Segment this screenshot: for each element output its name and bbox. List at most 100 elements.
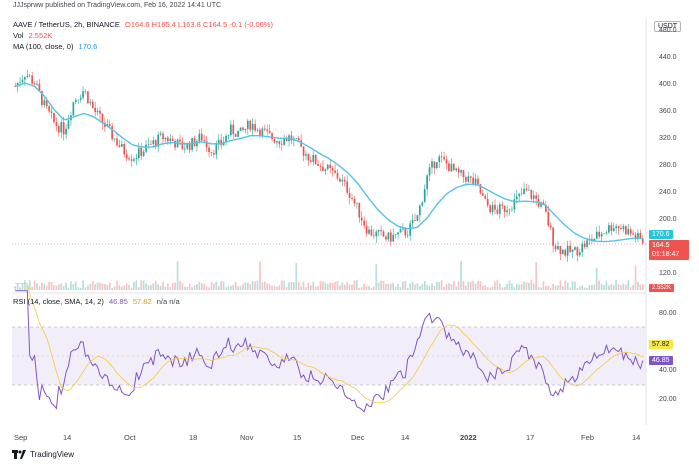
candle-body	[84, 91, 87, 92]
volume-bar	[513, 287, 516, 290]
candle-body	[443, 156, 445, 160]
volume-bar	[547, 285, 550, 290]
volume-bar	[399, 287, 402, 290]
rsi-label[interactable]: RSI (14, close, SMA, 14, 2)	[13, 297, 104, 306]
volume-bar	[137, 287, 140, 290]
volume-bar	[230, 286, 232, 290]
candle-body	[632, 233, 634, 235]
tradingview-footer[interactable]: TradingView	[12, 450, 74, 459]
candle-body	[339, 178, 341, 182]
volume-bar	[615, 280, 617, 290]
volume-bar	[346, 282, 349, 290]
candle-body	[133, 159, 135, 161]
currency-button[interactable]: USDT	[654, 21, 682, 32]
candle-body	[113, 138, 116, 140]
volume-bar	[489, 287, 491, 290]
candle-body	[251, 123, 254, 130]
candle-body	[421, 202, 424, 206]
volume-bar	[24, 280, 26, 290]
volume-bar	[300, 286, 302, 290]
volume-bar	[343, 284, 346, 290]
volume-bar	[356, 280, 358, 290]
volume-bar	[460, 260, 462, 290]
volume-bar	[133, 282, 135, 290]
volume-bar	[152, 283, 155, 290]
candle-body	[89, 101, 92, 104]
volume-bar	[486, 287, 489, 290]
candle-body	[549, 225, 552, 228]
volume-bar	[125, 283, 128, 290]
candle-body	[554, 245, 557, 250]
candle-body	[341, 179, 344, 182]
volume-bar	[508, 280, 511, 290]
symbol-title[interactable]: AAVE / TetherUS, 2h, BINANCE	[13, 20, 120, 29]
volume-bar	[239, 286, 242, 290]
candle-body	[440, 156, 443, 158]
volume-bar	[171, 283, 174, 290]
candle-body	[145, 144, 147, 152]
volume-bar	[91, 280, 94, 290]
volume-bar	[48, 281, 50, 290]
volume-bar	[523, 281, 525, 290]
candle-body	[368, 229, 370, 234]
volume-bar	[65, 282, 67, 290]
volume-label[interactable]: Vol	[13, 31, 24, 40]
volume-bar	[268, 284, 271, 290]
volume-bar	[530, 280, 533, 290]
volume-bar	[87, 285, 89, 290]
candle-body	[48, 106, 50, 112]
volume-bar	[576, 287, 579, 290]
candle-body	[346, 181, 349, 193]
volume-bar	[443, 286, 445, 290]
volume-bar	[96, 282, 99, 290]
candle-body	[244, 128, 247, 130]
volume-bar	[414, 284, 416, 290]
volume-bar	[637, 281, 639, 290]
volume-bar	[263, 281, 266, 290]
candle-body	[513, 199, 516, 210]
volume-bar	[605, 280, 608, 290]
candle-body	[208, 147, 210, 153]
candle-body	[581, 243, 584, 253]
volume-bar	[377, 282, 380, 290]
candle-body	[302, 146, 305, 156]
price-tick: 200.0	[659, 216, 677, 223]
candle-body	[540, 202, 542, 207]
candle-body	[576, 247, 579, 256]
volume-bar	[147, 285, 150, 290]
candle-body	[38, 83, 41, 91]
candle-body	[356, 202, 358, 204]
candle-body	[167, 137, 169, 142]
candle-body	[82, 91, 84, 98]
time-tick: Oct	[124, 433, 136, 442]
candle-body	[583, 243, 586, 247]
candle-body	[261, 128, 264, 137]
volume-bar	[278, 285, 281, 290]
volume-bar	[41, 282, 43, 290]
volume-bar	[629, 287, 632, 290]
volume-bar	[421, 283, 424, 290]
candle-body	[137, 147, 140, 159]
volume-bar	[314, 286, 317, 290]
volume-bar	[198, 282, 201, 290]
candle-body	[467, 176, 470, 182]
candle-body	[498, 204, 501, 214]
volume-bar	[542, 281, 545, 290]
price-tick: 440.0	[659, 54, 677, 61]
volume-bar	[457, 281, 460, 290]
volume-bar	[435, 281, 438, 290]
candle-body	[593, 238, 596, 242]
candle-body	[438, 156, 441, 163]
ma-label[interactable]: MA (100, close, 0)	[13, 42, 74, 51]
candle-body	[276, 141, 278, 143]
candle-body	[561, 249, 564, 255]
volume-bar	[259, 261, 261, 290]
candle-body	[162, 133, 164, 140]
ma-line	[14, 82, 643, 243]
candle-body	[26, 75, 29, 77]
rsi-tick: 80.00	[659, 310, 677, 317]
candle-body	[41, 90, 43, 105]
volume-bar	[249, 283, 252, 290]
candle-body	[203, 140, 206, 142]
